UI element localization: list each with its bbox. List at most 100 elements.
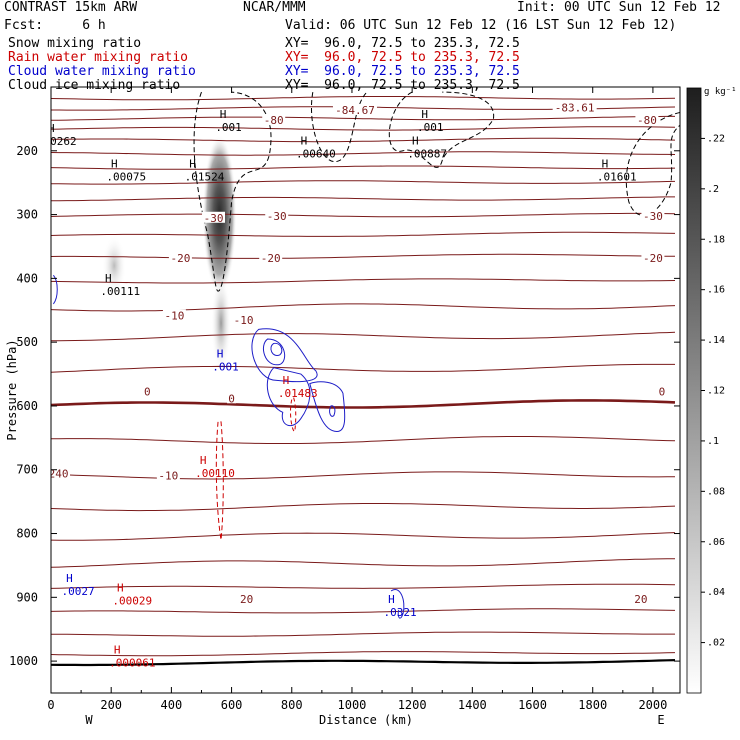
maximum-value: .000061 [109, 656, 155, 669]
temperature-contour [51, 331, 676, 342]
label-knockout [238, 593, 255, 605]
snow-tail [211, 273, 232, 374]
temperature-contour-label: -30 [643, 210, 663, 223]
x-tick-label: 0 [47, 698, 54, 712]
temperature-contour-label: -20 [170, 252, 190, 265]
temperature-contour-label: 0 [144, 385, 151, 398]
init-time: Init: 00 UTC Sun 12 Feb 12 [517, 0, 721, 15]
label-knockout [332, 103, 377, 115]
temperature-contour [51, 96, 676, 101]
y-axis-label: Pressure (hPa) [5, 339, 19, 440]
y-tick-label: 300 [16, 208, 38, 222]
temperature-contour [51, 126, 676, 131]
colorbar-tick-label: .16 [707, 285, 725, 296]
temperature-contour-label: -30 [267, 210, 287, 223]
maximum-marker: H [301, 134, 308, 147]
x-tick-label: 1400 [458, 698, 487, 712]
freezing-level-contour [51, 399, 676, 409]
temperature-contour [51, 363, 675, 373]
temperature-contour [51, 180, 676, 185]
colorbar-tick-label: .2 [707, 184, 719, 195]
temperature-contour-label: -10 [164, 309, 184, 322]
temperature-contour-label: -80 [637, 114, 657, 127]
temperature-contour [51, 303, 676, 312]
valid-time: Valid: 06 UTC Sun 12 Feb 12 (16 LST Sun … [285, 18, 677, 33]
temperature-contour [51, 631, 675, 637]
maximum-marker: H [48, 122, 55, 135]
cloud-water-contour [266, 367, 311, 427]
temperature-contour [51, 608, 676, 614]
colorbar-units: g kg⁻¹ [704, 87, 737, 97]
temperature-contour-label: -84.67 [335, 104, 375, 117]
org-label: NCAR/MMM [243, 0, 306, 15]
cloud-water-contour [390, 589, 405, 619]
maximum-marker: H [105, 272, 112, 285]
label-knockout [227, 392, 237, 404]
y-tick-label: 500 [16, 335, 38, 349]
colorbar-tick-label: .02 [707, 638, 725, 649]
hydrometeor-contours [52, 91, 680, 619]
temperature-contour [51, 651, 676, 657]
y-tick-label: 900 [16, 590, 38, 604]
colorbar-scale [686, 87, 702, 694]
forecast-hour: Fcst: 6 h [4, 18, 106, 33]
temperature-contours [51, 96, 676, 667]
maximum-marker: H [217, 347, 224, 360]
label-knockout [259, 251, 283, 263]
temperature-contour [51, 253, 675, 259]
maximum-marker: H [200, 454, 207, 467]
maximum-marker: H [220, 108, 227, 121]
maximum-value: .0027 [62, 585, 95, 598]
cloud-ice-contour [193, 91, 272, 292]
label-knockout [156, 469, 180, 481]
maximum-marker: H [412, 134, 419, 147]
maximum-marker: H [283, 374, 290, 387]
x-tick-label: 1000 [338, 698, 367, 712]
field-rain-xy: XY= 96.0, 72.5 to 235.3, 72.5 [285, 50, 520, 65]
east-label: E [657, 713, 664, 727]
temperature-contour [51, 137, 676, 143]
cloud-water-contour [251, 328, 318, 383]
y-tick-label: 1000 [9, 654, 38, 668]
temperature-contour-label: 240 [49, 468, 69, 481]
label-knockout [641, 209, 665, 221]
label-knockout [657, 385, 667, 397]
maximum-marker: H [421, 108, 428, 121]
temperature-contour [51, 436, 676, 444]
colorbar-tick-label: .12 [707, 386, 725, 397]
x-tick-label: 2000 [638, 698, 667, 712]
label-knockout [635, 114, 659, 126]
label-knockout [142, 385, 152, 397]
y-tick-label: 200 [16, 144, 38, 158]
colorbar-tick-label: .06 [707, 537, 725, 548]
field-rain-name: Rain water mixing ratio [8, 50, 189, 65]
maximum-marker: H [111, 157, 118, 170]
x-tick-label: 1600 [518, 698, 547, 712]
maximum-value: .01524 [185, 170, 225, 183]
temperature-contour [51, 558, 675, 568]
x-tick-label: 1200 [398, 698, 427, 712]
temperature-contour [51, 165, 676, 170]
temperature-contour [51, 532, 676, 541]
west-label: W [85, 713, 93, 727]
label-knockout [162, 309, 186, 321]
temperature-contour [51, 151, 676, 156]
field-snow-xy: XY= 96.0, 72.5 to 235.3, 72.5 [285, 36, 520, 51]
temperature-contour-label: -20 [643, 252, 663, 265]
temperature-contour [51, 278, 676, 284]
maximum-value: .00111 [100, 285, 140, 298]
colorbar-tick-label: .18 [707, 234, 725, 245]
x-tick-label: 400 [161, 698, 183, 712]
surface-contour [51, 659, 676, 667]
rain-contour [290, 396, 297, 432]
maximum-marker: H [117, 582, 124, 595]
maximum-value: .00110 [195, 467, 235, 480]
colorbar-tick-label: .1 [707, 436, 719, 447]
snow-secondary [102, 235, 127, 296]
field-cloud-xy: XY= 96.0, 72.5 to 235.3, 72.5 [285, 64, 520, 79]
label-knockout [202, 211, 226, 223]
cloud-water-contour [309, 381, 346, 432]
maximum-marker: H [388, 593, 395, 606]
maximum-value: .001 [417, 121, 444, 134]
x-tick-label: 1800 [578, 698, 607, 712]
